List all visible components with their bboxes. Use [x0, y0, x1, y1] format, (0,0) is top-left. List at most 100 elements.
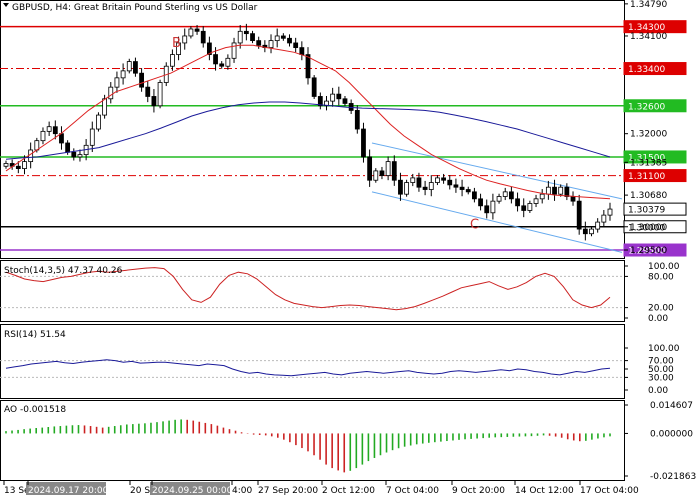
x-tick-label: 4:00: [232, 486, 252, 496]
current-price-label: 1.30379: [628, 206, 665, 216]
y-tick-label: 0.00: [648, 386, 668, 396]
candle-body: [114, 77, 120, 88]
y-tick-label: 0.000000: [650, 429, 693, 439]
candle-body: [274, 35, 280, 42]
wave-annotations: BC: [172, 36, 479, 232]
x-label-box: [150, 482, 230, 495]
candle-body: [151, 96, 157, 107]
candle-body: [576, 200, 582, 230]
candle-body: [465, 189, 471, 193]
candle-body: [342, 98, 348, 104]
y-tick-label: 1.30680: [630, 191, 667, 201]
y-tick-label: 30.00: [648, 373, 674, 383]
candle-body: [170, 54, 175, 67]
candle-body: [410, 177, 416, 183]
channel-upper: [371, 142, 623, 200]
candle-body: [521, 205, 527, 211]
y-tick-label: 0.00: [648, 314, 668, 324]
channel-lower: [371, 191, 623, 253]
candle-body: [459, 186, 465, 190]
candle-body: [361, 128, 366, 158]
candle-body: [490, 200, 496, 214]
candle-body: [213, 54, 218, 65]
candle-body: [570, 196, 576, 202]
candle-body: [176, 42, 181, 55]
indicator-line: [5, 359, 611, 377]
y-axis-ticks: 1.34790 1.34100 1.32000 1.31385 1.30680 1.300…: [624, 0, 667, 256]
candle-body: [268, 40, 274, 49]
stoch-title: Stoch(14,3,5) 47.37 40.26: [4, 266, 123, 276]
candle-body: [317, 96, 323, 107]
rsi-pane[interactable]: [0, 324, 625, 399]
y-tick-label: 100.00: [648, 262, 680, 272]
y-tick-label: 80.00: [648, 272, 674, 282]
candle-body: [539, 193, 545, 200]
candle-body: [367, 156, 373, 181]
candle-body: [206, 42, 212, 55]
level-tags: 1.34300 1.33400 1.32600 1.31500 1.31100 1.300…: [623, 20, 687, 257]
candle-body: [182, 35, 188, 44]
level-tag-label: 1.33400: [628, 65, 665, 75]
chart-dropdown-icon: [3, 3, 9, 7]
candle-body: [422, 186, 428, 190]
level-tag: [623, 20, 687, 34]
price-pane[interactable]: [0, 0, 625, 259]
candle-body: [145, 86, 151, 97]
candle-body: [515, 198, 520, 207]
ao-pane[interactable]: [0, 400, 625, 481]
candle-body: [293, 42, 299, 49]
candle-body: [582, 228, 588, 235]
candle-body: [102, 98, 108, 116]
level-tag-label: 1.34300: [628, 23, 665, 33]
candle-body: [133, 61, 138, 74]
candle-body: [22, 161, 27, 169]
candle-body: [552, 186, 557, 195]
candle-body: [589, 228, 594, 235]
candle-body: [157, 82, 163, 107]
x-tick-label: 17 Oct 04:00: [580, 486, 639, 496]
level-tag-label: 1.31100: [628, 172, 665, 182]
y-tick-label: -0.021863: [650, 472, 696, 482]
candle-body: [435, 177, 440, 183]
stoch-pane[interactable]: [0, 260, 625, 322]
candle-body: [336, 93, 342, 100]
moving-average-line: [5, 101, 611, 160]
candle-body: [595, 221, 601, 230]
candle-body: [40, 130, 46, 142]
candle-body: [200, 30, 206, 44]
candle-body: [441, 177, 446, 181]
y-tick-label: 1.34790: [630, 0, 667, 10]
candle-body: [607, 208, 613, 216]
level-tag: [623, 150, 687, 164]
candle-body: [243, 30, 249, 35]
candle-body: [527, 203, 533, 211]
candle-body: [428, 182, 434, 190]
candle-body: [354, 110, 360, 130]
x-label-box: [26, 482, 106, 495]
candle-body: [139, 72, 144, 88]
candle-body: [311, 77, 317, 97]
y-tick-label: 1.32000: [630, 130, 667, 140]
candle-body: [478, 198, 483, 207]
candle-body: [453, 184, 459, 188]
x-tick-label: 2024.09.25 00:00: [152, 486, 233, 496]
y-tick-label: 20.00: [648, 304, 674, 314]
level-tag-label: 1.29500: [628, 247, 665, 257]
candle-body: [46, 126, 52, 132]
wave-label: C: [470, 217, 479, 232]
indicator-line: [5, 267, 611, 311]
level-tag: [623, 62, 687, 76]
candle-body: [484, 205, 490, 214]
candle-body: [108, 86, 114, 100]
candle-body: [305, 54, 311, 79]
candle-body: [379, 170, 385, 176]
candle-body: [3, 163, 9, 167]
level-tag-label: 1.31500: [628, 153, 665, 163]
x-tick-label: 2024.09.17 20:00: [28, 486, 109, 496]
candle-body: [404, 182, 410, 195]
candle-body: [77, 154, 83, 158]
candle-body: [15, 165, 21, 169]
candle-body: [545, 186, 551, 195]
